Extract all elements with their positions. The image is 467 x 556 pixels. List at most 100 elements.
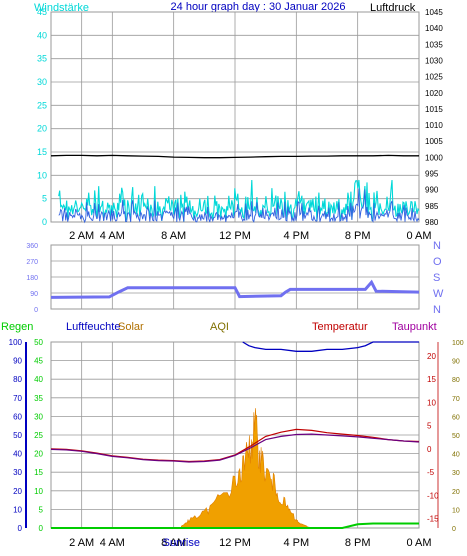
wind-axis-title: Windstärke: [34, 2, 89, 14]
aqi-y-tick: 50: [452, 433, 460, 440]
pressure-y-tick: 1045: [425, 8, 443, 17]
pressure-y-tick: 985: [425, 202, 439, 211]
aqi-y-tick: 80: [452, 377, 460, 384]
wind-y-tick: 0: [42, 217, 47, 227]
direction-y-tick: 360: [26, 243, 38, 250]
direction-y-tick: 180: [26, 275, 38, 282]
humidity-y-tick: 90: [13, 357, 22, 366]
direction-compass-label: N: [433, 240, 441, 252]
temperature-y-tick: 5: [427, 422, 432, 431]
series-wind-gust: [58, 179, 420, 222]
wind-y-tick: 15: [37, 147, 47, 157]
aqi-y-tick: 0: [452, 526, 456, 533]
pressure-y-tick: 1005: [425, 137, 443, 146]
direction-compass-label: S: [433, 272, 440, 284]
pressure-y-tick: 980: [425, 218, 439, 227]
rain-y-tick: 5: [39, 505, 44, 514]
wind-y-tick: 20: [37, 124, 47, 134]
x-tick-label: 8 AM: [161, 230, 186, 242]
pressure-y-tick: 1030: [425, 56, 443, 65]
aqi-y-tick: 60: [452, 414, 460, 421]
x-tick-label: 8 PM: [345, 537, 371, 549]
pressure-y-tick: 1015: [425, 105, 443, 114]
aqi-y-tick: 70: [452, 396, 460, 403]
chart-title: 24 hour graph day : 30 Januar 2026: [171, 1, 346, 13]
rain-y-tick: 0: [39, 524, 44, 533]
x-tick-label: 8 AM: [161, 537, 186, 549]
series-wind-speed: [58, 188, 420, 224]
x-tick-label: 4 AM: [100, 230, 125, 242]
series-rain: [51, 522, 419, 529]
legend-solar: Solar: [118, 321, 144, 333]
aqi-y-tick: 40: [452, 452, 460, 459]
direction-compass-label: N: [433, 304, 441, 316]
rain-y-tick: 10: [34, 487, 43, 496]
legend-aqi: AQI: [210, 321, 229, 333]
x-tick-label: 4 AM: [100, 537, 125, 549]
aqi-y-tick: 100: [452, 340, 464, 347]
temperature-y-tick: 10: [427, 398, 436, 407]
pressure-y-tick: 1020: [425, 89, 443, 98]
humidity-y-tick: 20: [13, 487, 22, 496]
x-tick-label: 0 AM: [406, 230, 431, 242]
wind-y-tick: 30: [37, 77, 47, 87]
temperature-y-tick: -15: [427, 515, 439, 524]
wind-y-tick: 40: [37, 30, 47, 40]
direction-y-tick: 90: [30, 291, 38, 298]
humidity-y-tick: 30: [13, 468, 22, 477]
x-tick-label: 12 PM: [219, 230, 251, 242]
x-tick-label: 4 PM: [283, 230, 309, 242]
temperature-y-tick: -5: [427, 468, 435, 477]
direction-compass-label: O: [433, 256, 442, 268]
wind-y-tick: 35: [37, 54, 47, 64]
x-tick-label: 12 PM: [219, 537, 251, 549]
humidity-y-tick: 60: [13, 412, 22, 421]
pressure-y-tick: 1010: [425, 121, 443, 130]
rain-y-tick: 35: [34, 394, 43, 403]
legend-luftfeuchte: Luftfeuchte: [66, 321, 120, 333]
wind-y-tick: 45: [37, 7, 47, 17]
humidity-y-tick: 10: [13, 505, 22, 514]
x-tick-label: 0 AM: [406, 537, 431, 549]
humidity-y-tick: 70: [13, 394, 22, 403]
series-solar: [181, 408, 312, 529]
rain-y-tick: 15: [34, 468, 43, 477]
wind-y-tick: 25: [37, 100, 47, 110]
humidity-y-tick: 50: [13, 431, 22, 440]
x-tick-label: 4 PM: [283, 537, 309, 549]
series-layer: [50, 154, 420, 529]
rain-y-tick: 50: [34, 338, 43, 347]
aqi-y-tick: 90: [452, 359, 460, 366]
humidity-y-tick: 0: [18, 524, 23, 533]
x-tick-label: 8 PM: [345, 230, 371, 242]
wind-y-tick: 10: [37, 170, 47, 180]
rain-y-tick: 30: [34, 412, 43, 421]
rain-y-tick: 20: [34, 450, 43, 459]
rain-y-tick: 45: [34, 357, 43, 366]
aqi-y-tick: 20: [452, 489, 460, 496]
series-dewpoint: [50, 433, 420, 463]
pressure-y-tick: 1040: [425, 24, 443, 33]
series-pressure: [50, 154, 419, 159]
humidity-y-tick: 80: [13, 375, 22, 384]
pressure-y-tick: 1025: [425, 73, 443, 82]
humidity-y-tick: 100: [9, 338, 23, 347]
temperature-y-tick: 15: [427, 375, 436, 384]
rain-y-tick: 25: [34, 431, 43, 440]
axis-labels: 2 AM 2 AM 4 AM 4 AM 8 AM 8 AM 12 PM 12 PM 4 PM 4 …: [9, 7, 464, 549]
x-tick-label: 2 AM: [69, 537, 94, 549]
grid-lines: [51, 12, 420, 528]
wind-y-tick: 5: [42, 194, 47, 204]
series-wind-direction: [50, 279, 420, 299]
temperature-y-tick: 0: [427, 445, 432, 454]
temperature-y-tick: 20: [427, 352, 436, 361]
legend-temperatur: Temperatur: [312, 321, 368, 333]
series-humidity: [242, 341, 419, 352]
humidity-y-tick: 40: [13, 450, 22, 459]
pressure-axis-title: Luftdruck: [370, 2, 416, 14]
pressure-y-tick: 1035: [425, 40, 443, 49]
aqi-y-tick: 30: [452, 470, 460, 477]
pressure-y-tick: 995: [425, 170, 439, 179]
rain-y-tick: 40: [34, 375, 43, 384]
